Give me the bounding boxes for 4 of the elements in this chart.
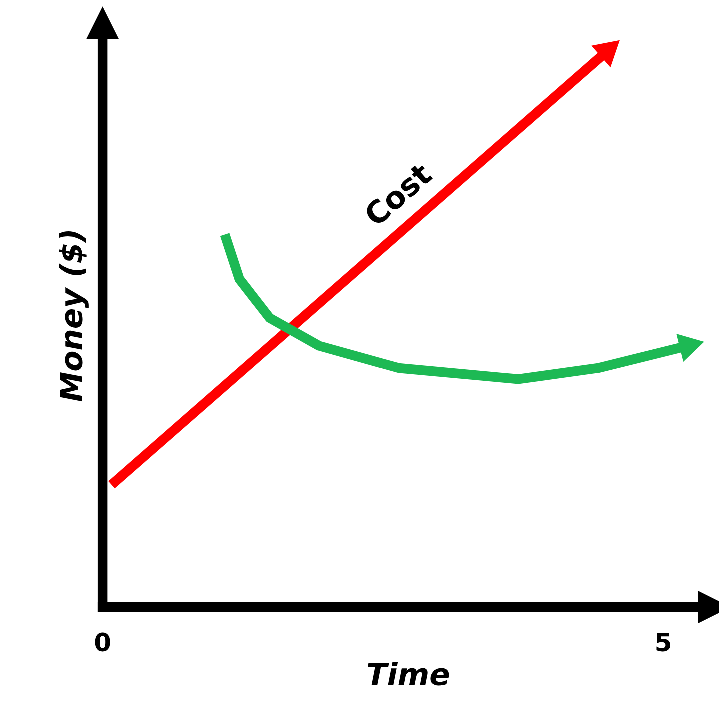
x-tick-label: 5 (656, 633, 670, 652)
x-tick-label: 0 (95, 632, 110, 652)
x-axis-title: Time (368, 662, 450, 686)
y-axis-title: Money ($) (59, 231, 89, 402)
